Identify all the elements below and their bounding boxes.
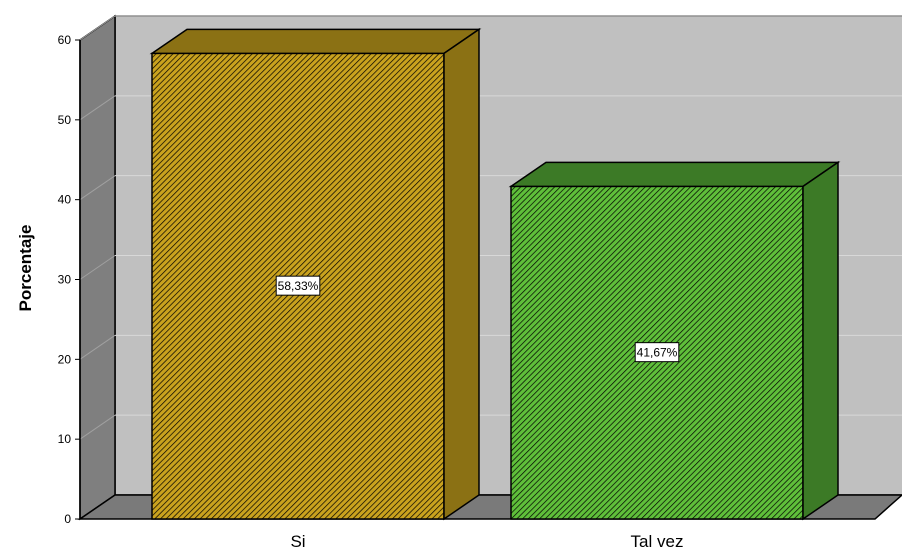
y-tick-label: 0 [64,512,71,526]
y-axis-title: Porcentaje [16,225,35,312]
x-tick-label: Si [290,532,305,551]
x-axis: Si Tal vez [290,532,683,551]
gridline-side [79,334,116,360]
gridline-side [79,414,116,440]
bar-top [149,28,482,55]
bars: 58,33% 41,67% [149,27,841,521]
x-tick-label: Tal vez [631,532,684,551]
data-label-box [634,342,680,363]
data-label-box [275,275,321,296]
gridline-side [79,255,116,280]
bar-2: 41,67% [508,160,841,521]
bar-side [802,160,839,521]
y-tick-label: 60 [58,33,72,47]
y-tick-label: 50 [58,113,72,127]
gridline-side [79,15,116,41]
bar-1: 58,33% [149,27,482,521]
y-axis: 0 10 20 30 40 50 60 [58,33,81,526]
y-tick-label: 10 [58,432,72,446]
data-label: 41,67% [637,346,678,360]
bar-side [443,27,480,521]
gridline-side [79,95,116,121]
bar-top [508,161,841,188]
y-tick-label: 30 [58,273,72,287]
data-label: 58,33% [278,279,319,293]
y-tick-label: 40 [58,193,72,207]
gridline-side [79,175,116,201]
y-tick-label: 20 [58,352,72,366]
